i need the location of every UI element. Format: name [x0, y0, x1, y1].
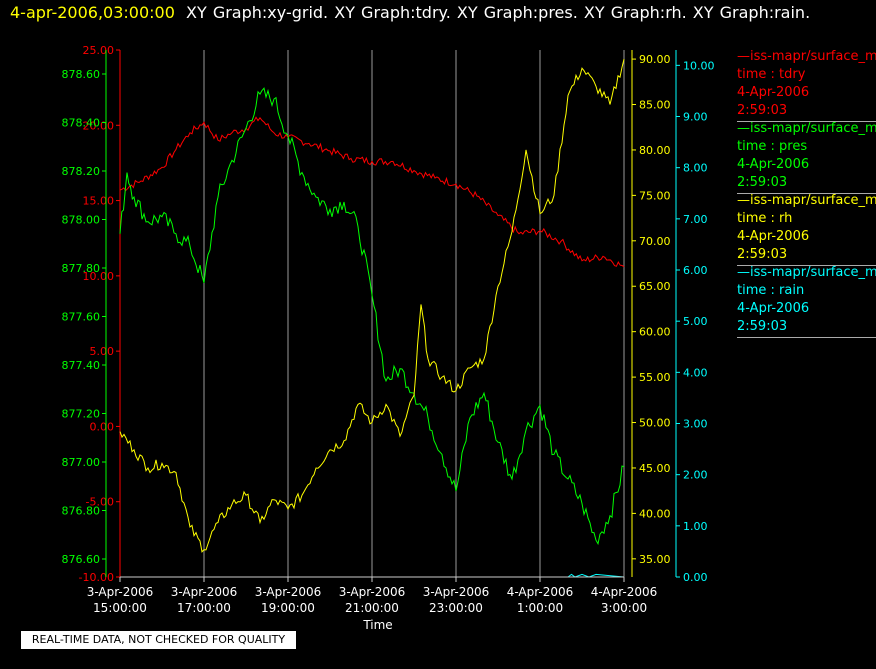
x-tick-label: 3-Apr-2006: [87, 585, 154, 599]
legend-date: 4-Apr-2006: [737, 157, 810, 172]
tdry-tick-label: 5.00: [90, 345, 115, 358]
x-tick-label: 15:00:00: [93, 601, 147, 615]
rain-tick-label: 2.00: [683, 469, 708, 482]
x-tick-label: 21:00:00: [345, 601, 399, 615]
x-tick-label: 3-Apr-2006: [255, 585, 322, 599]
x-tick-label: 17:00:00: [177, 601, 231, 615]
rh-tick-label: 65.00: [639, 280, 671, 293]
rh-tick-label: 35.00: [639, 553, 671, 566]
pres-tick-label: 878.00: [62, 214, 101, 227]
rh-tick-label: 45.00: [639, 462, 671, 475]
legend-divider: [737, 337, 876, 338]
rain-tick-label: 9.00: [683, 111, 708, 124]
rain-tick-label: 4.00: [683, 366, 708, 379]
legend-divider: [737, 121, 876, 122]
quality-disclaimer: REAL-TIME DATA, NOT CHECKED FOR QUALITY: [21, 631, 296, 649]
x-tick-label: 3-Apr-2006: [171, 585, 238, 599]
legend-time: 2:59:03: [737, 103, 788, 118]
rh-tick-label: 55.00: [639, 371, 671, 384]
pres-tick-label: 876.80: [62, 505, 101, 518]
pres-tick-label: 877.00: [62, 456, 101, 469]
legend-divider: [737, 193, 876, 194]
rain-tick-label: 10.00: [683, 59, 715, 72]
tdry-tick-label: 15.00: [83, 195, 115, 208]
rh-tick-label: 50.00: [639, 417, 671, 430]
pres-tick-label: 878.20: [62, 165, 101, 178]
rain-tick-label: 1.00: [683, 520, 708, 533]
legend-label: time : rh: [737, 211, 793, 226]
pres-tick-label: 877.60: [62, 311, 101, 324]
legend-time: 2:59:03: [737, 175, 788, 190]
rh-tick-label: 60.00: [639, 326, 671, 339]
x-tick-label: 3-Apr-2006: [339, 585, 406, 599]
pres-tick-label: 876.60: [62, 553, 101, 566]
pres-tick-label: 877.80: [62, 262, 101, 275]
x-axis: 3-Apr-2006 15:00:00 3-Apr-2006 17:00:00 3-Ap…: [87, 576, 658, 615]
legend-source: —iss-mapr/surface_m: [737, 121, 876, 136]
legend-source: —iss-mapr/surface_m: [737, 193, 876, 208]
rh-tick-label: 85.00: [639, 99, 671, 112]
rain-tick-label: 3.00: [683, 418, 708, 431]
legend-label: time : pres: [737, 139, 808, 154]
rh-series-line: [119, 58, 625, 553]
tdry-tick-label: 0.00: [90, 420, 115, 433]
x-tick-label: 3-Apr-2006: [423, 585, 490, 599]
rain-tick-label: 6.00: [683, 264, 708, 277]
legend-date: 4-Apr-2006: [737, 85, 810, 100]
rain-tick-label: 8.00: [683, 162, 708, 175]
tdry-tick-label: -10.00: [79, 571, 114, 584]
rain-tick-label: 7.00: [683, 213, 708, 226]
x-tick-label: 1:00:00: [517, 601, 563, 615]
legend-label: time : rain: [737, 283, 805, 298]
rh-tick-label: 80.00: [639, 144, 671, 157]
pres-tick-label: 878.40: [62, 117, 101, 130]
tdry-tick-label: 25.00: [83, 44, 115, 57]
x-tick-label: 4-Apr-2006: [507, 585, 574, 599]
pres-series-line: [119, 87, 625, 546]
rh-tick-label: 90.00: [639, 53, 671, 66]
legend-label: time : tdry: [737, 67, 806, 82]
pres-tick-label: 877.20: [62, 408, 101, 421]
grid-lines: [203, 50, 625, 577]
legend-divider: [737, 265, 876, 266]
header-graph-titles: XY Graph:xy-grid. XY Graph:tdry. XY Grap…: [186, 3, 811, 22]
rh-tick-label: 70.00: [639, 235, 671, 248]
rain-tick-label: 5.00: [683, 315, 708, 328]
pres-tick-label: 878.60: [62, 68, 101, 81]
header-timestamp: 4-apr-2006,03:00:00: [10, 3, 175, 22]
x-tick-label: 3:00:00: [601, 601, 647, 615]
tdry-series-line: [119, 116, 625, 268]
x-tick-label: 4-Apr-2006: [591, 585, 658, 599]
pres-tick-label: 877.40: [62, 359, 101, 372]
legend-source: —iss-mapr/surface_m: [737, 49, 876, 64]
legend-source: —iss-mapr/surface_m: [737, 265, 876, 280]
legend-date: 4-Apr-2006: [737, 301, 810, 316]
legend-time: 2:59:03: [737, 247, 788, 262]
legend-date: 4-Apr-2006: [737, 229, 810, 244]
tdry-tick-label: -5.00: [86, 496, 114, 509]
header-bar: 4-apr-2006,03:00:00 XY Graph:xy-grid. XY…: [0, 0, 876, 28]
legend-time: 2:59:03: [737, 319, 788, 334]
rain-tick-label: 0.00: [683, 571, 708, 584]
chart-axes: 25.0020.0015.0010.005.000.00-5.00-10.008…: [62, 44, 715, 584]
x-axis-title: Time: [362, 618, 392, 632]
rh-tick-label: 40.00: [639, 507, 671, 520]
x-tick-label: 19:00:00: [261, 601, 315, 615]
x-tick-label: 23:00:00: [429, 601, 483, 615]
rh-tick-label: 75.00: [639, 189, 671, 202]
